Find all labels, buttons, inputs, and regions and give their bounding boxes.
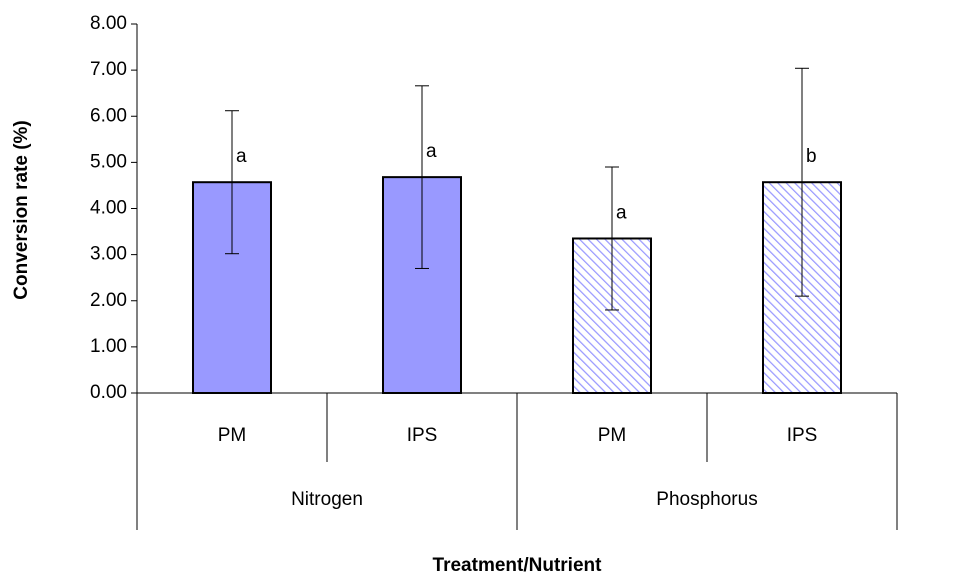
- annotation: b: [806, 146, 817, 167]
- y-tick-label: 5.00: [90, 151, 127, 172]
- y-axis-title: Conversion rate (%): [11, 120, 32, 299]
- y-tick-label: 1.00: [90, 336, 127, 357]
- y-tick-label: 8.00: [90, 13, 127, 34]
- y-tick-label: 7.00: [90, 59, 127, 80]
- x-tick-label: PM: [218, 425, 247, 446]
- annotation: a: [426, 141, 437, 162]
- y-tick-label: 0.00: [90, 382, 127, 403]
- y-tick-label: 3.00: [90, 244, 127, 265]
- group-label: Phosphorus: [656, 489, 757, 510]
- group-label: Nitrogen: [291, 489, 363, 510]
- x-tick-label: IPS: [407, 425, 438, 446]
- annotation: a: [616, 202, 627, 223]
- y-tick-label: 4.00: [90, 198, 127, 219]
- bar: [192, 181, 272, 394]
- x-tick-label: IPS: [787, 425, 818, 446]
- x-axis-title: Treatment/Nutrient: [433, 555, 603, 576]
- annotation: a: [236, 146, 247, 167]
- y-tick-label: 2.00: [90, 290, 127, 311]
- y-tick-label: 6.00: [90, 105, 127, 126]
- x-tick-label: PM: [598, 425, 627, 446]
